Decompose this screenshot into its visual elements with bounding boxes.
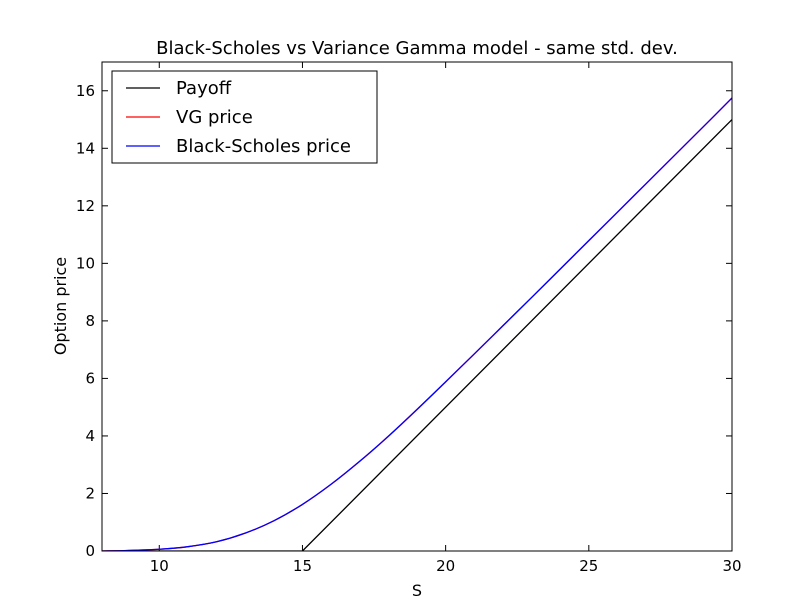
- axis-ticks: 10 15 20 25 30 0 2 4 6 8 10 12 14 16: [76, 62, 742, 575]
- legend: Payoff VG price Black-Scholes price: [111, 70, 378, 164]
- y-tick-label: 10: [76, 254, 95, 272]
- x-tick-label: 20: [436, 557, 455, 575]
- y-tick-label: 0: [85, 542, 95, 560]
- y-tick-label: 4: [85, 427, 95, 445]
- x-tick-label: 30: [722, 557, 741, 575]
- x-tick-label: 15: [293, 557, 312, 575]
- y-tick-label: 14: [76, 139, 95, 157]
- y-tick-label: 6: [85, 369, 95, 387]
- series-line-payoff: [102, 119, 732, 551]
- x-tick-label: 25: [579, 557, 598, 575]
- legend-label-vg-price: VG price: [176, 107, 253, 128]
- series-layer: [102, 97, 732, 551]
- x-axis-label: S: [412, 581, 422, 600]
- y-tick-label: 12: [76, 197, 95, 215]
- x-tick-label: 10: [150, 557, 169, 575]
- series-line-black-scholes-price: [102, 97, 732, 551]
- plot-frame: [101, 61, 733, 552]
- y-tick-label: 16: [76, 82, 95, 100]
- y-tick-label: 2: [85, 484, 95, 502]
- legend-label-black-scholes-price: Black-Scholes price: [176, 136, 351, 157]
- y-axis-label: Option price: [51, 257, 70, 355]
- legend-label-payoff: Payoff: [176, 78, 232, 99]
- y-tick-label: 8: [85, 312, 95, 330]
- chart-title: Black-Scholes vs Variance Gamma model - …: [156, 38, 678, 59]
